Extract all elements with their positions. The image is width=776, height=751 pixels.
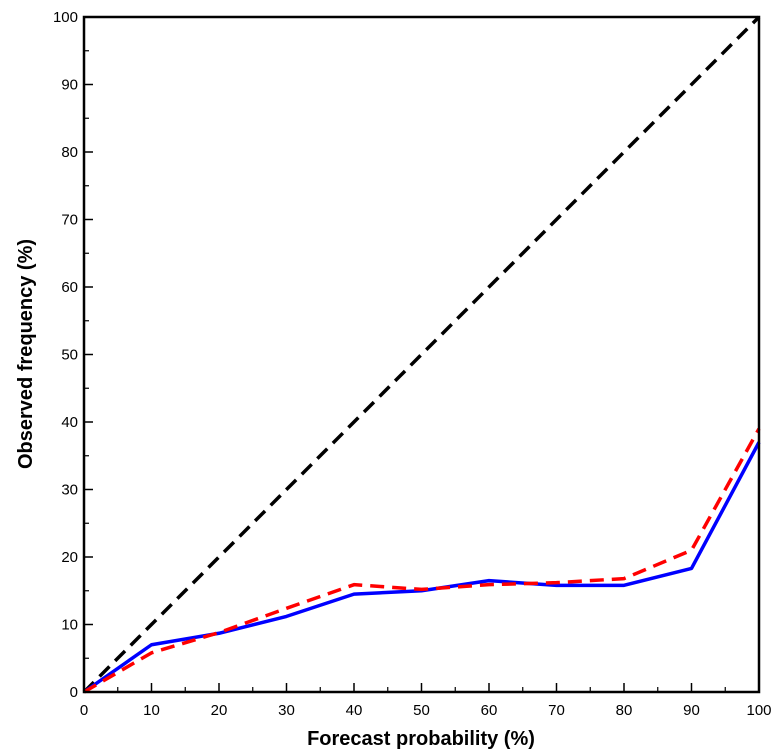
x-tick-label: 30 [278, 702, 295, 719]
y-tick-label: 70 [61, 212, 78, 229]
y-tick-label: 40 [61, 414, 78, 431]
y-tick-label: 30 [61, 482, 78, 499]
x-tick-label: 70 [548, 702, 565, 719]
y-tick-label: 80 [61, 144, 78, 161]
x-tick-label: 20 [211, 702, 228, 719]
y-tick-label: 10 [61, 617, 78, 634]
x-tick-label: 40 [346, 702, 363, 719]
plot-frame [82, 15, 761, 694]
y-tick-label: 60 [61, 279, 78, 296]
x-tick-label: 10 [143, 702, 160, 719]
tick-labels: 0 10 20 30 40 50 60 70 80 90 100 0 10 20 30 40 50 60 70 80 9… [53, 9, 772, 719]
y-tick-label: 0 [70, 684, 78, 701]
red-reliability-line [83, 427, 761, 694]
diagonal-reference-line [82, 15, 761, 694]
y-tick-label: 20 [61, 549, 78, 566]
y-tick-label: 90 [61, 77, 78, 94]
x-tick-label: 0 [80, 702, 88, 719]
x-tick-label: 80 [616, 702, 633, 719]
blue-reliability-line [82, 441, 761, 694]
x-tick-label: 90 [683, 702, 700, 719]
x-tick-label: 50 [413, 702, 430, 719]
x-tick-label: 60 [481, 702, 498, 719]
x-tick-label: 100 [746, 702, 771, 719]
y-axis-title: Observed frequency (%) [15, 239, 37, 469]
x-axis-title: Forecast probability (%) [307, 728, 535, 750]
y-tick-label: 100 [53, 9, 78, 26]
plot-series [82, 15, 761, 694]
y-tick-label: 50 [61, 347, 78, 364]
